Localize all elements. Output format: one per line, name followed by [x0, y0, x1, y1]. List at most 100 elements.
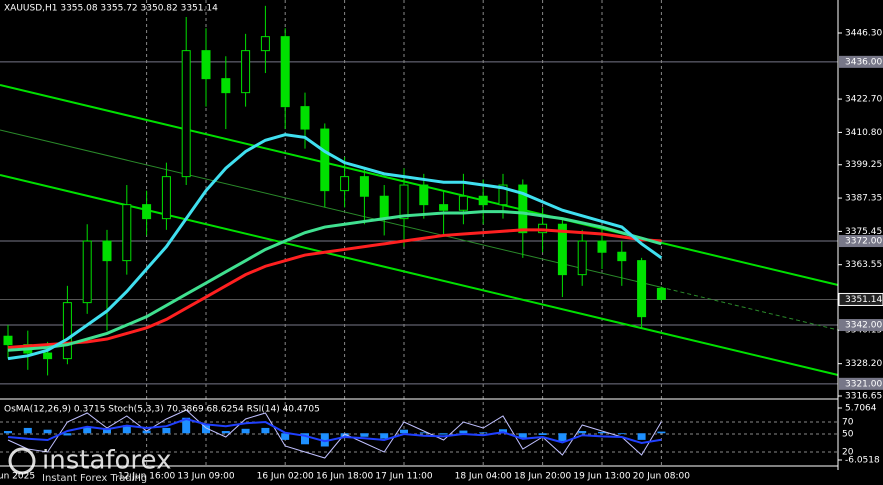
y-tick-label: 3399.25 [845, 160, 882, 170]
osma-bar [142, 430, 151, 434]
y-tick-label: 3446.30 [845, 29, 882, 39]
candle-body [142, 204, 152, 220]
y-tick-label: 3410.80 [845, 128, 882, 138]
osma-bar [479, 432, 488, 434]
osma-bar [202, 424, 210, 434]
channel-upper [0, 84, 839, 286]
candle-body [201, 50, 211, 80]
ma-line [7, 210, 662, 352]
osma-bar [617, 433, 626, 435]
osma-bar [578, 431, 587, 434]
candle-body [260, 36, 270, 52]
watermark: instaforex Instant Forex Trading [8, 446, 171, 484]
ma-line [7, 228, 662, 349]
y-tick-label: 3316.65 [845, 392, 882, 402]
osma-tick-label: 5.7064 [845, 404, 877, 414]
rsi-line [7, 417, 662, 445]
candle-body [359, 176, 369, 197]
tagline: Instant Forex Trading [42, 473, 147, 484]
level-box [839, 55, 883, 68]
candle-body [617, 251, 627, 262]
x-tick-label: 12 Jun 16:00 [118, 472, 175, 482]
osma-bar [439, 433, 448, 435]
osma-bar [598, 431, 606, 434]
x-tick-label: 17 Jun 11:00 [375, 472, 432, 482]
stoch-line [7, 409, 662, 459]
candle-body [181, 50, 191, 178]
osma-bar [103, 428, 111, 434]
osma-bar [320, 433, 329, 447]
level-label: 3321.00 [845, 379, 882, 389]
osma-bar [538, 433, 547, 436]
grid [0, 0, 838, 466]
candle-body [340, 176, 350, 192]
candle-body [241, 50, 251, 94]
candle-body [419, 184, 429, 206]
osma-bar [162, 427, 171, 434]
level-label: 3342.00 [845, 321, 882, 331]
candle-body [597, 240, 607, 253]
candle-body [3, 335, 13, 346]
candle-body [161, 176, 171, 220]
osma-bar [400, 429, 408, 434]
osc-tick-label: 70 [842, 418, 854, 428]
candle-body [458, 195, 468, 211]
y-tick-label: 3422.70 [845, 95, 882, 105]
osma-bar [360, 433, 369, 437]
osc-tick-label: 20 [842, 448, 854, 458]
logo [8, 447, 36, 475]
osma-bar [340, 433, 349, 438]
candle-body [221, 78, 231, 94]
level-box [839, 319, 883, 332]
osma-bar [182, 417, 191, 434]
candle-body [637, 260, 647, 318]
osma-bar [83, 426, 92, 434]
last-price-label: 3351.14 [845, 295, 882, 305]
osma-bar [63, 433, 72, 436]
osma-bar [261, 427, 270, 434]
candle-body [498, 184, 508, 206]
candle-body [102, 240, 112, 262]
osma-bar [23, 427, 32, 434]
osma-bar [558, 433, 567, 442]
candle-body [656, 287, 666, 300]
candle-body [43, 352, 53, 360]
candle-body [82, 240, 92, 304]
candle-body [478, 195, 488, 206]
osma-bar [459, 430, 468, 434]
candle-body [577, 240, 587, 276]
osma-bar [4, 431, 12, 434]
osma-bar [380, 433, 389, 439]
x-tick-label: 19 Jun 13:00 [573, 472, 630, 482]
candle-body [399, 184, 409, 220]
y-tick-label: 3387.35 [845, 194, 882, 204]
candle-body [518, 184, 528, 234]
candle-body [300, 106, 310, 130]
osma-bar [518, 433, 527, 438]
candle-body [280, 36, 290, 108]
osma-tick-label: -6.0518 [845, 456, 880, 466]
last-price-box [838, 292, 883, 306]
osma-bar [637, 433, 646, 440]
chart-title: XAUUSD,H1 3355.08 3355.72 3350.82 3351.1… [4, 4, 218, 14]
brand: instaforex [42, 446, 171, 476]
osma-bar [221, 431, 230, 434]
candle-body [439, 204, 449, 211]
x-tick-label: 13 Jun 09:00 [177, 472, 234, 482]
plot [3, 5, 666, 459]
y-tick-label: 3375.45 [845, 227, 882, 237]
channel-mid-ext [659, 286, 839, 331]
candle-body [379, 195, 389, 220]
osma-bar [301, 433, 309, 445]
candle-body [320, 128, 330, 192]
x-tick-label: 16 Jun 02:00 [257, 472, 314, 482]
axes: 3446.30 3422.70 3410.80 3399.25 3387.35 3375.… [0, 29, 883, 482]
osma-bar [419, 432, 428, 434]
osma-bar [122, 425, 131, 434]
level-box [839, 377, 883, 390]
channel-lower [0, 174, 839, 376]
channel-mid [0, 129, 661, 288]
